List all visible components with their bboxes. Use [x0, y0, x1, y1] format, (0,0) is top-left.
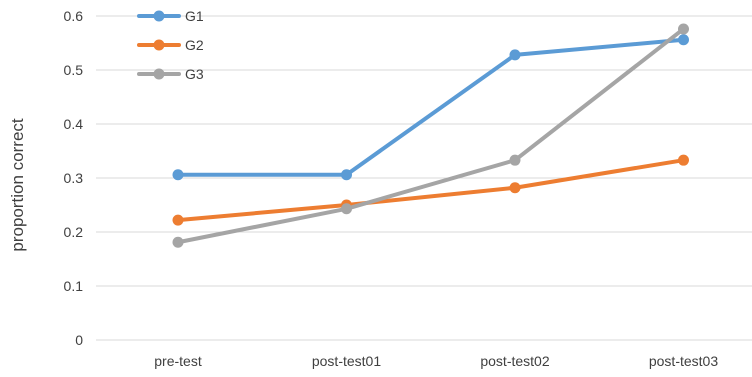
- y-tick-label: 0.6: [64, 8, 84, 24]
- data-point: [678, 23, 689, 34]
- data-point: [341, 203, 352, 214]
- y-tick-label: 0.1: [64, 278, 84, 294]
- legend-label: G1: [185, 8, 204, 24]
- legend-item: G3: [139, 66, 204, 82]
- y-tick-label: 0.5: [64, 62, 84, 78]
- y-tick-label: 0.3: [64, 170, 84, 186]
- y-axis-title: proportion correct: [8, 118, 27, 252]
- legend-label: G2: [185, 37, 204, 53]
- legend-marker: [154, 40, 165, 51]
- data-point: [510, 182, 521, 193]
- series-line: [178, 40, 684, 175]
- y-tick-label: 0: [75, 332, 83, 348]
- series-line: [178, 160, 684, 220]
- legend-item: G2: [139, 37, 204, 53]
- data-point: [510, 49, 521, 60]
- y-axis-tick-labels: 0 0.1 0.2 0.3 0.4 0.5 0.6: [64, 8, 84, 348]
- data-point: [173, 215, 184, 226]
- legend-label: G3: [185, 66, 204, 82]
- data-point: [341, 169, 352, 180]
- y-tick-label: 0.4: [64, 116, 84, 132]
- legend-marker: [154, 11, 165, 22]
- x-tick-label: pre-test: [154, 353, 202, 369]
- data-point: [678, 34, 689, 45]
- series-g2: [173, 155, 690, 226]
- gridlines: [96, 16, 752, 340]
- x-axis-tick-labels: pre-test post-test01 post-test02 post-test0…: [154, 353, 718, 369]
- x-tick-label: post-test03: [649, 353, 718, 369]
- series-lines: [173, 23, 690, 247]
- series-g1: [173, 34, 690, 180]
- y-tick-label: 0.2: [64, 224, 84, 240]
- legend: G1 G2 G3: [139, 8, 204, 82]
- data-point: [678, 155, 689, 166]
- x-tick-label: post-test02: [480, 353, 549, 369]
- data-point: [173, 169, 184, 180]
- data-point: [510, 155, 521, 166]
- series-line: [178, 29, 684, 242]
- data-point: [173, 237, 184, 248]
- x-tick-label: post-test01: [312, 353, 381, 369]
- legend-marker: [154, 69, 165, 80]
- legend-item: G1: [139, 8, 204, 24]
